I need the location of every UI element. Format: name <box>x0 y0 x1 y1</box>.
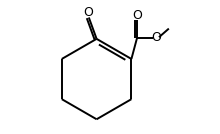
Text: O: O <box>132 9 142 22</box>
Text: O: O <box>83 6 93 19</box>
Text: O: O <box>152 31 161 44</box>
